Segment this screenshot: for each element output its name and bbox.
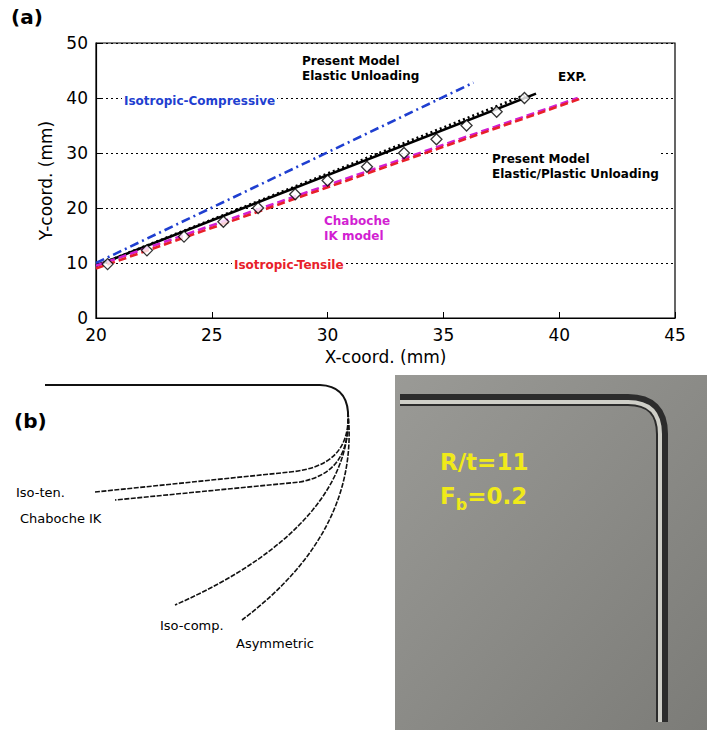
svg-text:45: 45	[664, 325, 686, 345]
svg-text:50: 50	[66, 33, 88, 53]
svg-text:Isotropic-Compressive: Isotropic-Compressive	[124, 94, 275, 108]
svg-text:(a): (a)	[11, 5, 43, 29]
svg-text:R/t=11: R/t=11	[440, 449, 528, 475]
svg-text:Elastic/Plastic Unloading: Elastic/Plastic Unloading	[492, 167, 659, 181]
svg-text:Present Model: Present Model	[492, 152, 590, 166]
svg-text:Y-coord. (mm): Y-coord. (mm)	[36, 121, 56, 241]
svg-text:Chaboche: Chaboche	[324, 214, 390, 228]
svg-text:25: 25	[201, 325, 223, 345]
svg-text:30: 30	[317, 325, 339, 345]
svg-text:40: 40	[66, 88, 88, 108]
svg-text:35: 35	[433, 325, 455, 345]
svg-text:10: 10	[66, 253, 88, 273]
svg-text:X-coord. (mm): X-coord. (mm)	[325, 347, 447, 367]
svg-text:40: 40	[548, 325, 570, 345]
svg-text:Isotropic-Tensile: Isotropic-Tensile	[234, 258, 344, 272]
svg-text:Chaboche IK: Chaboche IK	[20, 511, 102, 526]
svg-text:Present Model: Present Model	[302, 54, 400, 68]
svg-text:Elastic Unloading: Elastic Unloading	[302, 69, 419, 83]
svg-text:30: 30	[66, 143, 88, 163]
svg-text:Iso-ten.: Iso-ten.	[16, 485, 65, 500]
svg-text:Asymmetric: Asymmetric	[236, 636, 314, 651]
svg-text:20: 20	[85, 325, 107, 345]
svg-text:EXP.: EXP.	[558, 70, 587, 84]
svg-text:0: 0	[77, 308, 88, 328]
svg-text:Fb=0.2: Fb=0.2	[440, 483, 527, 514]
svg-text:Iso-comp.: Iso-comp.	[160, 618, 224, 633]
svg-text:IK model: IK model	[324, 229, 384, 243]
svg-text:(b): (b)	[14, 409, 47, 433]
svg-text:20: 20	[66, 198, 88, 218]
